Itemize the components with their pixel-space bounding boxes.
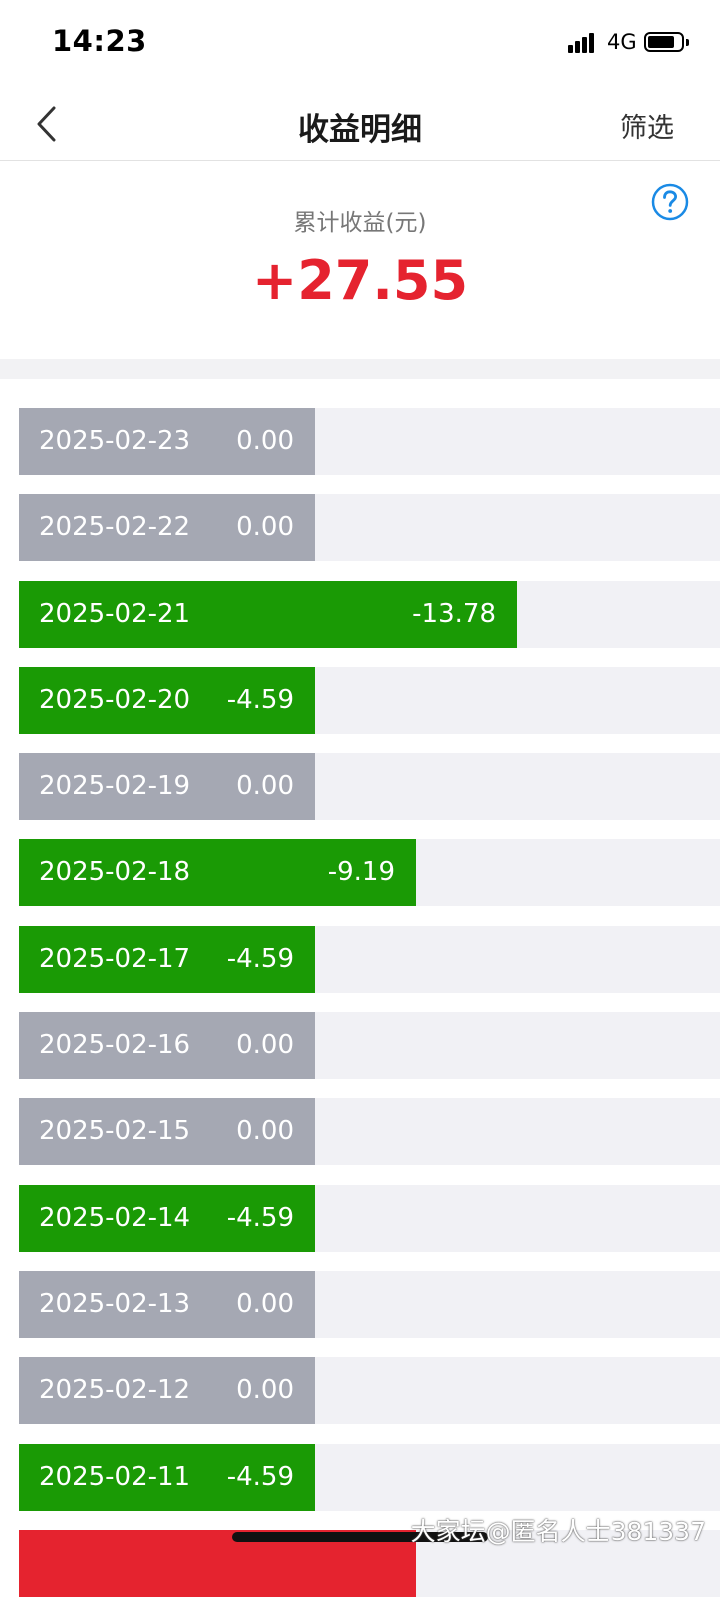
- income-row[interactable]: 2025-02-23 0.00: [19, 408, 720, 475]
- row-date: 2025-02-18: [39, 857, 191, 888]
- income-bar: 2025-02-15 0.00: [19, 1098, 315, 1166]
- chevron-left-icon: [37, 106, 56, 142]
- filter-button[interactable]: 筛选: [620, 113, 674, 144]
- income-row[interactable]: 2025-02-17 -4.59: [19, 925, 720, 993]
- row-date: 2025-02-22: [39, 512, 191, 543]
- row-amount: -9.19: [327, 857, 395, 888]
- nav-bar: 收益明细 筛选: [0, 88, 720, 161]
- row-amount: -4.59: [226, 943, 294, 974]
- question-circle-icon: [651, 183, 689, 221]
- section-divider: [0, 359, 720, 379]
- row-amount: -4.59: [226, 1461, 294, 1492]
- row-amount: -4.59: [226, 684, 294, 715]
- income-bar: 2025-02-14 -4.59: [19, 1184, 315, 1252]
- help-button[interactable]: [651, 183, 689, 221]
- summary-panel: 累计收益(元) +27.55: [0, 161, 720, 359]
- income-row[interactable]: 2025-02-15 0.00: [19, 1098, 720, 1166]
- cumulative-income-label: 累计收益(元): [293, 210, 427, 236]
- row-date: 2025-02-14: [39, 1202, 191, 1233]
- cumulative-income-value: +27.55: [251, 249, 469, 312]
- row-date: 2025-02-16: [39, 1030, 191, 1061]
- income-row[interactable]: 2025-02-21 -13.78: [19, 580, 720, 648]
- row-amount: 0.00: [236, 1030, 294, 1061]
- income-bar: 2025-02-18 -9.19: [19, 839, 416, 907]
- income-bar: 2025-02-11 -4.59: [19, 1443, 315, 1511]
- income-bar: 2025-02-17 -4.59: [19, 925, 315, 993]
- income-bar: 2025-02-22 0.00: [19, 494, 315, 562]
- signal-icon: [568, 31, 600, 53]
- row-amount: 0.00: [236, 512, 294, 543]
- income-row[interactable]: 2025-02-16 0.00: [19, 1012, 720, 1080]
- row-date: 2025-02-21: [39, 598, 191, 629]
- back-button[interactable]: [30, 102, 70, 146]
- income-row[interactable]: 2025-02-20 -4.59: [19, 666, 720, 734]
- status-bar: 14:23 4G: [0, 0, 720, 88]
- row-date: 2025-02-11: [39, 1461, 191, 1492]
- income-row[interactable]: 2025-02-19 0.00: [19, 753, 720, 821]
- income-bar: 2025-02-16 0.00: [19, 1012, 315, 1080]
- row-date: 2025-02-20: [39, 684, 191, 715]
- income-bar: 2025-02-12 0.00: [19, 1357, 315, 1425]
- row-amount: 0.00: [236, 771, 294, 802]
- income-bar: 2025-02-20 -4.59: [19, 666, 315, 734]
- income-row[interactable]: 2025-02-12 0.00: [19, 1357, 720, 1425]
- home-indicator[interactable]: [232, 1532, 488, 1542]
- income-row[interactable]: 2025-02-22 0.00: [19, 494, 720, 562]
- income-list: 2025-02-23 0.00 2025-02-22 0.00 2025-02-21 -1…: [19, 408, 720, 1616]
- row-amount: 0.00: [236, 426, 294, 456]
- income-row[interactable]: 2025-02-13 0.00: [19, 1270, 720, 1338]
- row-date: 2025-02-19: [39, 771, 191, 802]
- income-row[interactable]: 2025-02-11 -4.59: [19, 1443, 720, 1511]
- row-date: 2025-02-23: [39, 426, 191, 456]
- watermark: 大家坛@匿名人士381337: [410, 1517, 706, 1546]
- battery-icon: [644, 32, 689, 52]
- page-title: 收益明细: [298, 112, 422, 148]
- row-date: 2025-02-13: [39, 1288, 191, 1319]
- row-amount: 0.00: [236, 1116, 294, 1147]
- income-row[interactable]: 2025-02-14 -4.59: [19, 1184, 720, 1252]
- row-amount: -13.78: [412, 598, 496, 629]
- income-bar: 2025-02-13 0.00: [19, 1270, 315, 1338]
- row-amount: -4.59: [226, 1202, 294, 1233]
- row-date: 2025-02-17: [39, 943, 191, 974]
- row-amount: 0.00: [236, 1288, 294, 1319]
- network-type: 4G: [607, 30, 637, 54]
- row-date: 2025-02-12: [39, 1375, 191, 1406]
- income-row[interactable]: 2025-02-18 -9.19: [19, 839, 720, 907]
- income-bar: 2025-02-23 0.00: [19, 408, 315, 475]
- row-date: 2025-02-15: [39, 1116, 191, 1147]
- status-time: 14:23: [52, 24, 147, 58]
- row-amount: 0.00: [236, 1375, 294, 1406]
- income-bar: 2025-02-19 0.00: [19, 753, 315, 821]
- income-bar: 2025-02-21 -13.78: [19, 580, 517, 648]
